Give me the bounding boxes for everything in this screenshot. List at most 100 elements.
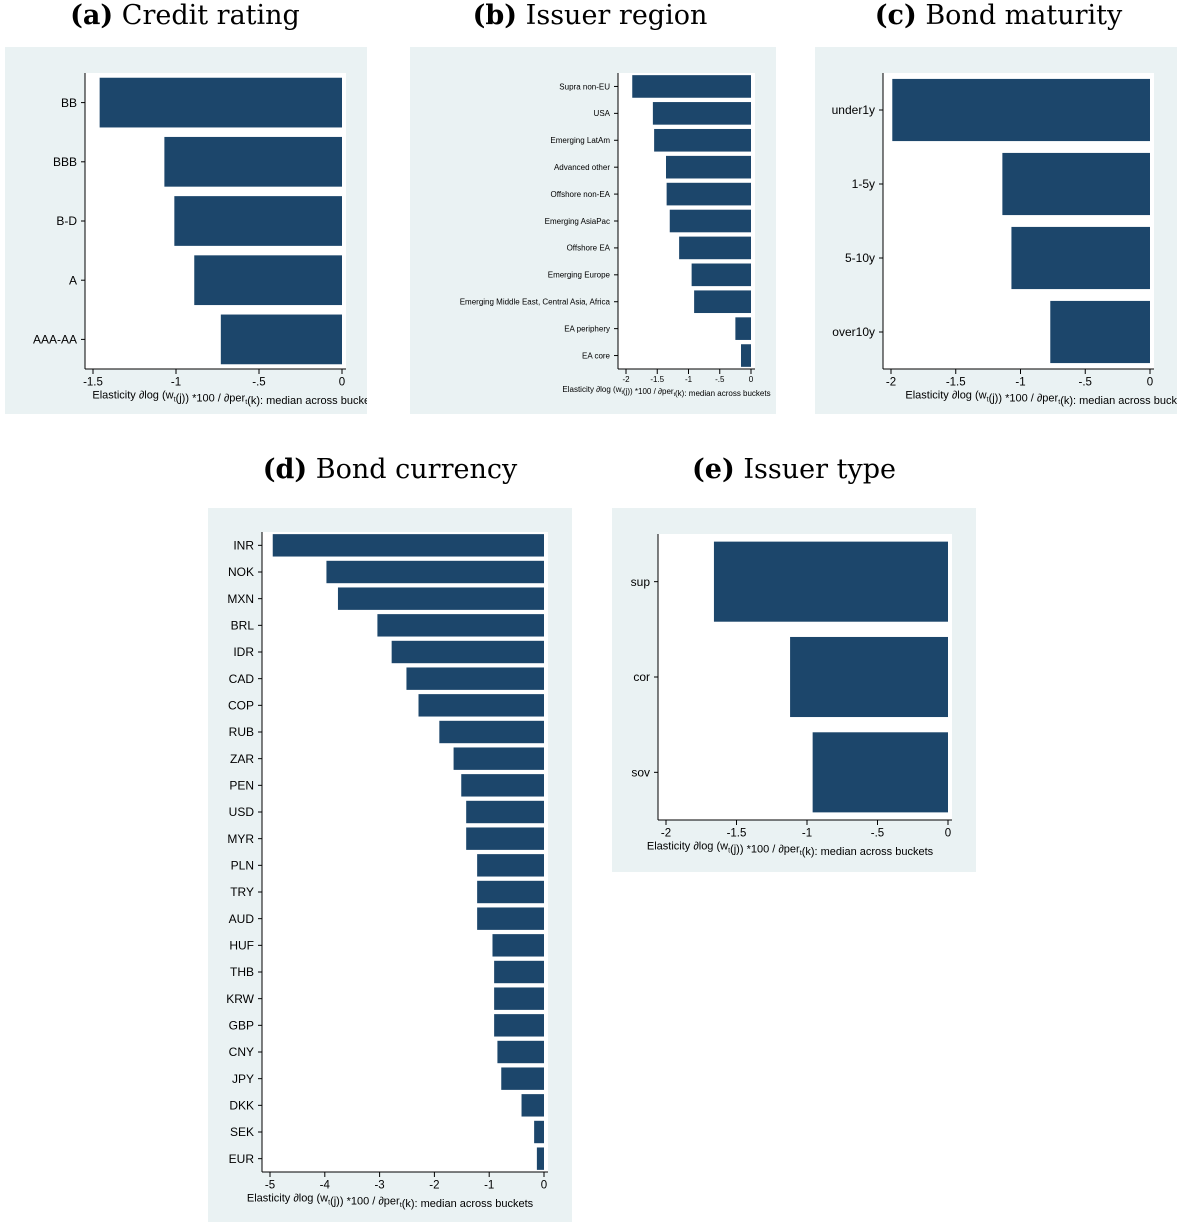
caption-text: Issuer type bbox=[743, 454, 896, 485]
category-label: PLN bbox=[231, 859, 254, 873]
bar-emerging-middle-east-central-asia-africa bbox=[694, 290, 751, 314]
caption-credit-rating: (a) Credit rating bbox=[20, 0, 350, 31]
bar-sek bbox=[534, 1120, 544, 1144]
category-label: GBP bbox=[229, 1019, 254, 1033]
x-tick-label: -2 bbox=[661, 828, 671, 840]
category-label: EUR bbox=[229, 1152, 255, 1166]
bar-emerging-latam bbox=[654, 128, 751, 152]
bar-myr bbox=[466, 827, 544, 850]
panel-credit-rating: BB BBB B-D A AAA-AA -1.5 -1 -.5 0 Elasticity ∂log… bbox=[5, 47, 367, 414]
bar-5-10y bbox=[1011, 226, 1150, 290]
bar-huf bbox=[492, 934, 544, 957]
bar-ea-core bbox=[741, 344, 751, 367]
category-label: CNY bbox=[229, 1045, 254, 1059]
bar-1-5y bbox=[1002, 152, 1150, 216]
category-label: sov bbox=[631, 766, 650, 780]
panel-issuer-type: sup cor sov -2 -1.5 -1 -.5 0 Elasticity ∂log (wt… bbox=[612, 508, 976, 872]
bar-cny bbox=[497, 1040, 544, 1064]
x-tick-label: -1.5 bbox=[650, 375, 664, 384]
caption-bond-maturity: (c) Bond maturity bbox=[815, 0, 1182, 31]
category-label: EA core bbox=[582, 351, 611, 360]
x-tick-label: -1 bbox=[171, 377, 181, 389]
caption-tag: (c) bbox=[874, 0, 917, 31]
category-label: cor bbox=[633, 670, 650, 684]
category-label: 1-5y bbox=[852, 177, 875, 191]
bar-under1y bbox=[892, 78, 1150, 142]
category-label: Advanced other bbox=[554, 163, 610, 172]
bar-bb bbox=[99, 77, 342, 128]
bar-cad bbox=[406, 667, 544, 690]
x-tick-label: -1.5 bbox=[727, 828, 747, 840]
category-label: BBB bbox=[53, 155, 77, 169]
category-label: USA bbox=[594, 109, 611, 118]
x-tick-label: -1 bbox=[802, 828, 812, 840]
category-label: COP bbox=[228, 699, 254, 713]
bar-try bbox=[477, 880, 544, 904]
bar-b-d bbox=[174, 196, 342, 246]
bar-supra-non-eu bbox=[632, 75, 751, 98]
bar-gbp bbox=[494, 1014, 544, 1037]
category-label: JPY bbox=[232, 1072, 254, 1086]
category-label: Offshore EA bbox=[567, 244, 611, 253]
bar-cor bbox=[790, 636, 948, 718]
caption-issuer-type: (e) Issuer type bbox=[612, 454, 976, 485]
category-label: under1y bbox=[832, 103, 875, 117]
bar-nok bbox=[326, 560, 544, 584]
bar-over10y bbox=[1050, 300, 1150, 364]
x-axis-label: Elasticity ∂log (wt(j)) *100 / ∂pert(k):… bbox=[905, 390, 1177, 408]
x-tick-label: 0 bbox=[541, 1180, 547, 1192]
bar-pen bbox=[461, 774, 544, 797]
bar-cop bbox=[418, 694, 544, 717]
panel-bond-maturity: under1y 1-5y 5-10y over10y -2 -1.5 -1 -.5 0 Elast… bbox=[815, 47, 1177, 414]
x-tick-label: -2 bbox=[429, 1180, 439, 1192]
caption-tag: (e) bbox=[692, 454, 735, 485]
category-label: MYR bbox=[227, 832, 254, 846]
bar-ea-periphery bbox=[735, 317, 751, 340]
category-label: NOK bbox=[228, 565, 254, 579]
category-label: BRL bbox=[231, 619, 255, 633]
caption-tag: (a) bbox=[70, 0, 114, 31]
caption-tag: (d) bbox=[262, 454, 308, 485]
x-tick-label: -.5 bbox=[871, 828, 884, 840]
bar-emerging-asiapac bbox=[669, 209, 751, 233]
bar-offshore-ea bbox=[679, 236, 751, 260]
chart-bond-maturity: under1y 1-5y 5-10y over10y -2 -1.5 -1 -.5 0Elast… bbox=[815, 47, 1177, 414]
x-tick-label: -2 bbox=[622, 375, 630, 384]
caption-text: Issuer region bbox=[525, 0, 708, 31]
bar-krw bbox=[494, 987, 544, 1010]
bar-mxn bbox=[337, 587, 544, 610]
bar-usa bbox=[652, 102, 751, 125]
category-label: ZAR bbox=[230, 752, 254, 766]
bar-usd bbox=[466, 800, 544, 824]
bar-aud bbox=[477, 907, 544, 930]
caption-issuer-region: (b) Issuer region bbox=[420, 0, 760, 31]
category-label: DKK bbox=[229, 1099, 254, 1113]
x-tick-label: -.5 bbox=[715, 375, 725, 384]
category-label: Supra non-EU bbox=[559, 82, 610, 91]
category-label: AUD bbox=[229, 912, 255, 926]
x-tick-label: -.5 bbox=[252, 377, 265, 389]
category-label: MXN bbox=[227, 592, 254, 606]
caption-text: Bond maturity bbox=[925, 0, 1123, 31]
x-tick-label: -2 bbox=[886, 377, 896, 389]
plot-area bbox=[262, 532, 548, 1172]
category-label: Emerging LatAm bbox=[550, 136, 610, 145]
x-axis-label: Elasticity ∂log (wt(j)) *100 / ∂pert(k):… bbox=[647, 841, 934, 859]
bar-emerging-europe bbox=[691, 263, 751, 287]
category-label: AAA-AA bbox=[33, 333, 77, 347]
bar-thb bbox=[494, 960, 544, 984]
category-label: B-D bbox=[56, 214, 77, 228]
category-label: Emerging AsiaPac bbox=[545, 217, 610, 226]
x-tick-label: -1.5 bbox=[83, 377, 103, 389]
bar-eur bbox=[536, 1147, 544, 1170]
bar-inr bbox=[272, 534, 544, 557]
bar-advanced-other bbox=[666, 155, 751, 179]
x-tick-label: -1 bbox=[1015, 377, 1025, 389]
x-axis-label: Elasticity ∂log (wt(j)) *100 / ∂pert(k):… bbox=[247, 1193, 534, 1211]
x-tick-label: 0 bbox=[945, 828, 951, 840]
bar-zar bbox=[453, 747, 544, 770]
x-axis-label: Elasticity ∂log (wt(j)) *100 / ∂pert(k):… bbox=[562, 385, 770, 398]
category-label: Emerging Middle East, Central Asia, Afri… bbox=[460, 298, 611, 307]
panel-bond-currency: INR NOK MXN BRL IDR CAD COP RUB ZAR PEN USD MYR PLN T… bbox=[208, 508, 572, 1222]
